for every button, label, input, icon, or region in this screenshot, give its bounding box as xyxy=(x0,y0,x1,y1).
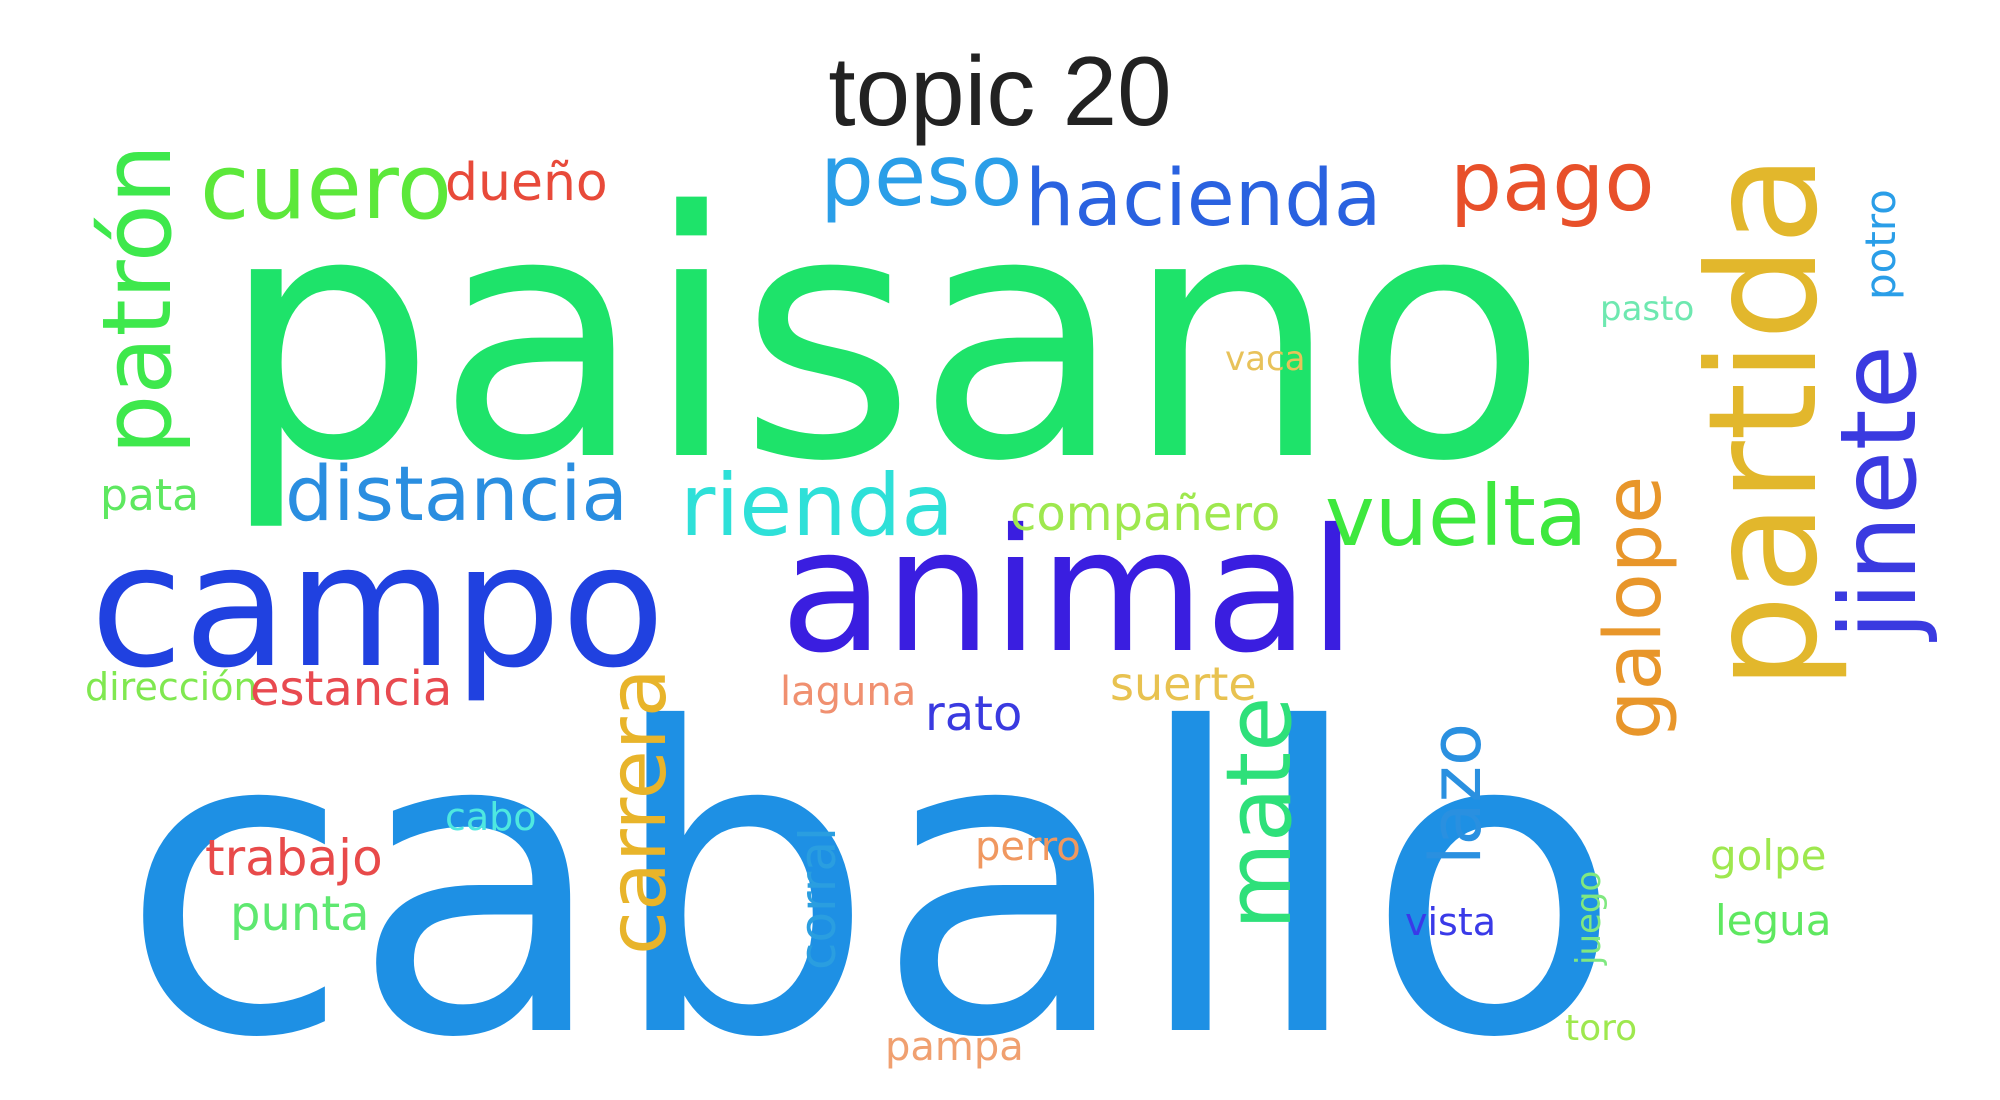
word-campo: campo xyxy=(90,508,665,706)
word-companero: compañero xyxy=(1010,486,1280,542)
word-pampa: pampa xyxy=(885,1024,1024,1070)
word-paisano: paisano xyxy=(220,140,1548,536)
word-patron: patrón xyxy=(83,144,193,455)
word-pasto: pasto xyxy=(1600,289,1694,329)
word-lazo: lazo xyxy=(1415,723,1497,865)
word-pago: pago xyxy=(1450,135,1655,230)
word-trabajo: trabajo xyxy=(205,829,383,887)
word-jinete: jinete xyxy=(1818,345,1940,642)
word-hacienda: hacienda xyxy=(1025,154,1382,244)
cloud-title: topic 20 xyxy=(828,36,1172,146)
word-partida: partida xyxy=(1677,154,1851,690)
word-direccion: dirección xyxy=(85,665,258,709)
word-estancia: estancia xyxy=(250,661,452,717)
word-potro: potro xyxy=(1856,189,1905,300)
word-rienda: rienda xyxy=(680,456,954,556)
word-carrera: carrera xyxy=(591,668,684,955)
word-juego: juego xyxy=(1569,871,1609,966)
word-suerte: suerte xyxy=(1110,657,1257,711)
word-vaca: vaca xyxy=(1225,339,1305,379)
word-perro: perro xyxy=(975,824,1081,870)
word-rato: rato xyxy=(925,686,1022,742)
word-animal: animal xyxy=(780,493,1356,691)
word-cuero: cuero xyxy=(200,135,452,240)
word-vista: vista xyxy=(1405,900,1496,944)
word-mate: mate xyxy=(1207,697,1312,930)
word-toro: toro xyxy=(1565,1008,1637,1049)
word-legua: legua xyxy=(1715,896,1832,945)
word-corral: corral xyxy=(789,827,847,970)
word-laguna: laguna xyxy=(780,669,916,715)
word-golpe: golpe xyxy=(1710,831,1827,880)
word-dueno: dueño xyxy=(445,153,608,213)
word-distancia: distancia xyxy=(285,449,628,538)
word-galope: galope xyxy=(1589,476,1679,740)
word-peso: peso xyxy=(820,127,1023,226)
word-cabo: cabo xyxy=(445,795,537,839)
word-caballo: caballo xyxy=(120,641,1623,1100)
word-vuelta: vuelta xyxy=(1325,467,1587,565)
word-punta: punta xyxy=(230,886,370,942)
word-pata: pata xyxy=(100,470,199,521)
